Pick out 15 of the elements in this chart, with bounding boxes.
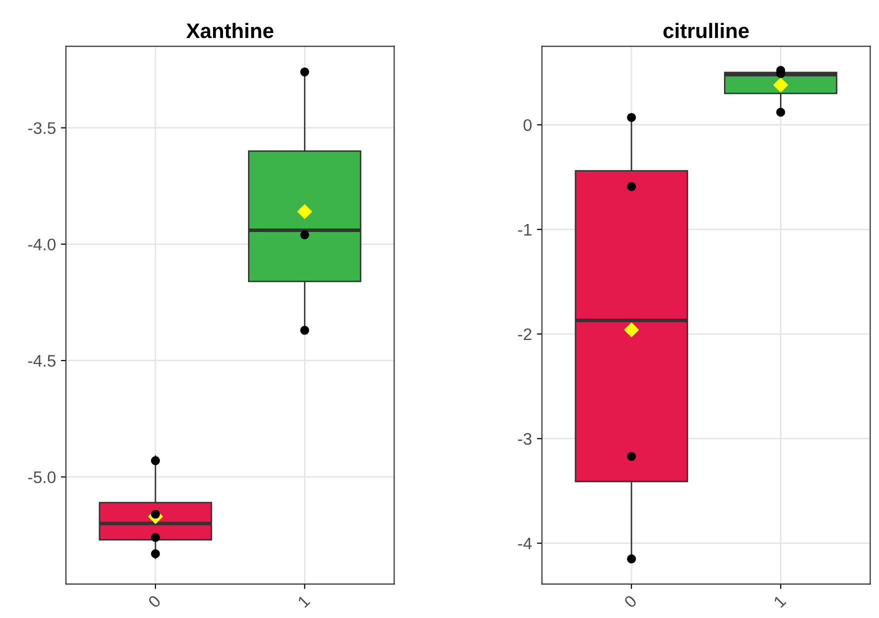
y-tick-label: -4 — [518, 538, 532, 550]
x-tick-label: 1 — [297, 594, 310, 608]
x-tick-label: 0 — [147, 594, 162, 608]
y-tick-label: -4.5 — [28, 355, 56, 367]
y-tick-label: -4.0 — [28, 238, 56, 250]
chart-title: citrulline — [663, 22, 749, 38]
y-tick-label: -1 — [518, 224, 532, 236]
chart-title: Xanthine — [186, 22, 274, 38]
x-tick-label: 0 — [623, 594, 638, 608]
y-tick-label: -3.5 — [28, 122, 56, 134]
y-tick-label: -2 — [518, 328, 532, 340]
y-tick-label: 0 — [524, 119, 532, 132]
y-tick-label: -3 — [518, 433, 532, 445]
x-tick-label: 1 — [773, 594, 786, 608]
y-tick-label: -5.0 — [28, 471, 56, 484]
